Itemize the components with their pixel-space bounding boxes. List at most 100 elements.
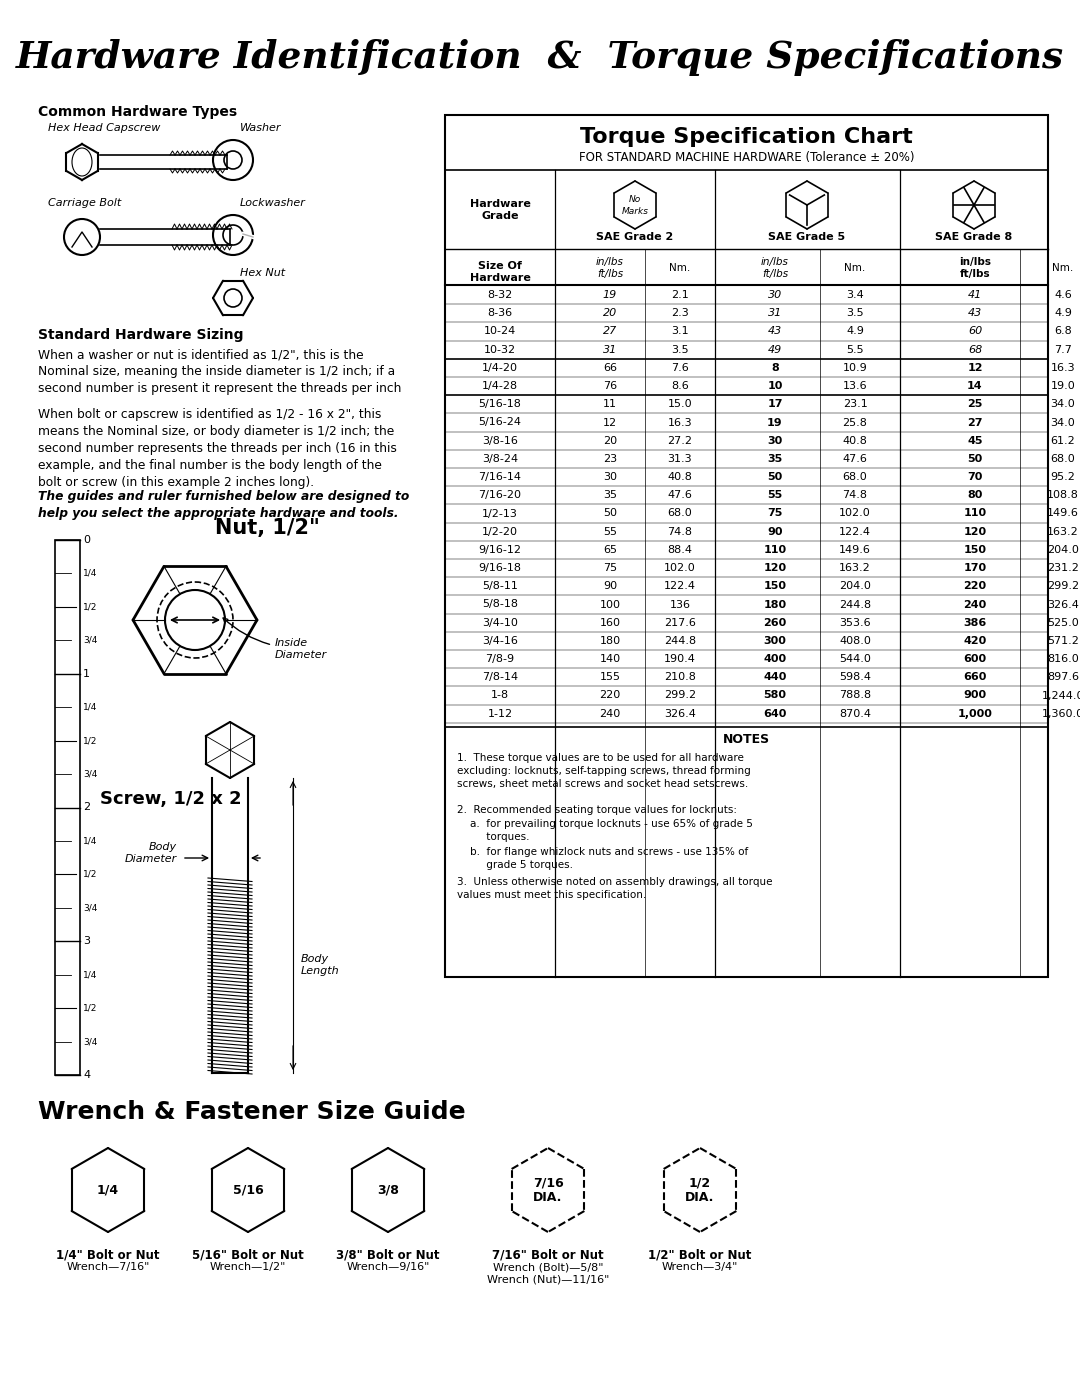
Text: 3/4-16: 3/4-16 — [482, 636, 518, 645]
Text: 1/2: 1/2 — [83, 1003, 97, 1013]
Text: 47.6: 47.6 — [667, 490, 692, 500]
Text: 140: 140 — [599, 654, 621, 664]
Text: 210.8: 210.8 — [664, 672, 696, 682]
Text: 30: 30 — [768, 291, 782, 300]
Text: 50: 50 — [603, 509, 617, 518]
Text: 3/8-16: 3/8-16 — [482, 436, 518, 446]
Text: 1-8: 1-8 — [491, 690, 509, 700]
Text: 217.6: 217.6 — [664, 617, 696, 627]
Text: 50: 50 — [968, 454, 983, 464]
Text: 1,244.0: 1,244.0 — [1042, 690, 1080, 700]
Text: 1: 1 — [83, 669, 90, 679]
Text: 7/8-9: 7/8-9 — [485, 654, 514, 664]
Text: 160: 160 — [599, 617, 621, 627]
Text: 1.  These torque values are to be used for all hardware
excluding: locknuts, sel: 1. These torque values are to be used fo… — [457, 753, 751, 789]
Text: 10-24: 10-24 — [484, 327, 516, 337]
Text: 40.8: 40.8 — [667, 472, 692, 482]
Text: 9/16-12: 9/16-12 — [478, 545, 522, 555]
Text: 11: 11 — [603, 400, 617, 409]
Text: 3/4-10: 3/4-10 — [482, 617, 518, 627]
Text: 68: 68 — [968, 345, 982, 355]
Text: 19: 19 — [767, 418, 783, 427]
Text: 155: 155 — [599, 672, 621, 682]
Text: 5/8-11: 5/8-11 — [482, 581, 518, 591]
Text: 3.5: 3.5 — [847, 309, 864, 319]
Text: 816.0: 816.0 — [1048, 654, 1079, 664]
Text: Marks: Marks — [621, 207, 648, 215]
Text: b.  for flange whizlock nuts and screws - use 135% of
     grade 5 torques.: b. for flange whizlock nuts and screws -… — [470, 847, 748, 870]
Text: 525.0: 525.0 — [1048, 617, 1079, 627]
Text: 1/2: 1/2 — [83, 602, 97, 612]
Text: 75: 75 — [767, 509, 783, 518]
Text: 3/8: 3/8 — [377, 1183, 399, 1196]
Text: 61.2: 61.2 — [1051, 436, 1076, 446]
Text: NOTES: NOTES — [723, 733, 770, 746]
Text: 1/4: 1/4 — [83, 970, 97, 979]
FancyBboxPatch shape — [100, 155, 170, 169]
Text: 108.8: 108.8 — [1048, 490, 1079, 500]
Text: 220: 220 — [599, 690, 621, 700]
Text: 23.1: 23.1 — [842, 400, 867, 409]
Text: 10-32: 10-32 — [484, 345, 516, 355]
Text: 571.2: 571.2 — [1048, 636, 1079, 645]
Text: 45: 45 — [968, 436, 983, 446]
Text: 3.5: 3.5 — [671, 345, 689, 355]
Text: Standard Hardware Sizing: Standard Hardware Sizing — [38, 328, 243, 342]
Text: 34.0: 34.0 — [1051, 418, 1076, 427]
Text: ft/lbs: ft/lbs — [960, 270, 990, 279]
Text: 25: 25 — [968, 400, 983, 409]
Text: Carriage Bolt: Carriage Bolt — [48, 198, 121, 208]
Text: 300: 300 — [764, 636, 786, 645]
Text: 2.3: 2.3 — [671, 309, 689, 319]
Text: Washer: Washer — [240, 123, 282, 133]
Text: 2.  Recommended seating torque values for locknuts:: 2. Recommended seating torque values for… — [457, 805, 737, 814]
Text: 43: 43 — [968, 309, 982, 319]
Text: 110: 110 — [963, 509, 986, 518]
Text: 1,360.0: 1,360.0 — [1042, 708, 1080, 718]
Text: 1/4: 1/4 — [83, 837, 97, 845]
Text: 3/4: 3/4 — [83, 1037, 97, 1046]
Text: 900: 900 — [963, 690, 986, 700]
Text: Lockwasher: Lockwasher — [240, 198, 306, 208]
Text: 3/8-24: 3/8-24 — [482, 454, 518, 464]
Text: 27.2: 27.2 — [667, 436, 692, 446]
Text: 102.0: 102.0 — [839, 509, 870, 518]
Text: 35: 35 — [603, 490, 617, 500]
Text: 136: 136 — [670, 599, 690, 609]
Text: Common Hardware Types: Common Hardware Types — [38, 105, 238, 119]
Text: 16.3: 16.3 — [667, 418, 692, 427]
Text: 180: 180 — [599, 636, 621, 645]
Text: 47.6: 47.6 — [842, 454, 867, 464]
Text: 4.9: 4.9 — [1054, 309, 1072, 319]
Text: 1/4-20: 1/4-20 — [482, 363, 518, 373]
Text: 19.0: 19.0 — [1051, 381, 1076, 391]
Text: 1/4: 1/4 — [83, 703, 97, 711]
Text: 163.2: 163.2 — [1048, 527, 1079, 536]
Text: Wrench—1/2": Wrench—1/2" — [210, 1261, 286, 1273]
Text: 1/2: 1/2 — [83, 870, 97, 879]
Text: 408.0: 408.0 — [839, 636, 870, 645]
Text: 1/2" Bolt or Nut: 1/2" Bolt or Nut — [648, 1248, 752, 1261]
Text: 23: 23 — [603, 454, 617, 464]
Text: SAE Grade 8: SAE Grade 8 — [935, 232, 1013, 242]
Text: 580: 580 — [764, 690, 786, 700]
Text: When bolt or capscrew is identified as 1/2 - 16 x 2", this
means the Nominal siz: When bolt or capscrew is identified as 1… — [38, 408, 396, 489]
Text: Nm.: Nm. — [845, 263, 866, 272]
Text: 8-32: 8-32 — [487, 291, 513, 300]
Text: Wrench & Fastener Size Guide: Wrench & Fastener Size Guide — [38, 1099, 465, 1125]
Text: 1/2-20: 1/2-20 — [482, 527, 518, 536]
Text: 74.8: 74.8 — [842, 490, 867, 500]
Text: 299.2: 299.2 — [664, 690, 697, 700]
Text: 5/8-18: 5/8-18 — [482, 599, 518, 609]
Text: 150: 150 — [764, 581, 786, 591]
Text: 65: 65 — [603, 545, 617, 555]
Text: 149.6: 149.6 — [839, 545, 870, 555]
Text: in/lbs: in/lbs — [596, 257, 624, 267]
Text: 20: 20 — [603, 309, 617, 319]
Text: 6.8: 6.8 — [1054, 327, 1071, 337]
Text: 897.6: 897.6 — [1047, 672, 1079, 682]
Text: Hardware Identification  &  Torque Specifications: Hardware Identification & Torque Specifi… — [16, 39, 1064, 77]
Text: 12: 12 — [603, 418, 617, 427]
Text: 120: 120 — [963, 527, 986, 536]
Text: 180: 180 — [764, 599, 786, 609]
